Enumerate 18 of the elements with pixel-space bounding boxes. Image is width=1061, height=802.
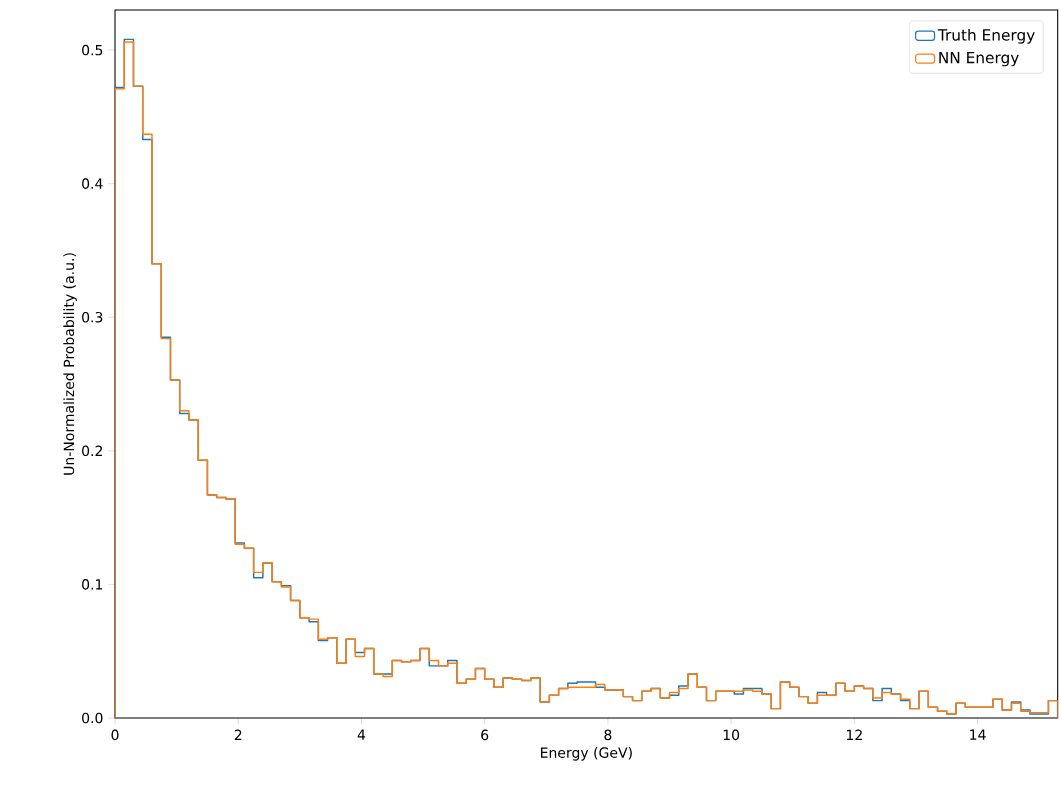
y-tick-label: 0.5: [82, 44, 103, 56]
x-tick-label: 0: [111, 729, 119, 741]
x-tick-label: 14: [970, 729, 986, 740]
x-tick-label: 2: [234, 729, 242, 740]
x-tick-label: 10: [723, 729, 740, 741]
y-tick-label: 0.0: [82, 712, 103, 724]
y-axis-title: Un-Normalized Probability (a.u.): [63, 253, 77, 475]
legend-label: NN Energy: [939, 51, 1019, 67]
x-tick-label: 8: [604, 729, 612, 741]
x-tick-label: 6: [481, 729, 489, 741]
y-tick-label: 0.3: [82, 311, 103, 323]
y-tick-label: 0.4: [82, 178, 103, 189]
x-tick-label: 4: [357, 729, 366, 740]
x-tick-label: 12: [846, 729, 862, 740]
y-tick-label: 0.2: [82, 445, 102, 457]
x-axis-title: Energy (GeV): [541, 747, 632, 761]
legend-label: Truth Energy: [937, 28, 1035, 44]
y-tick-label: 0.1: [82, 579, 103, 590]
